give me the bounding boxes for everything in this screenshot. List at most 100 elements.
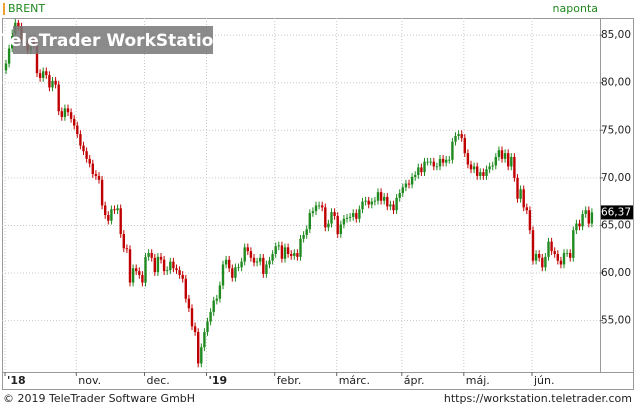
candle-body (333, 212, 336, 216)
candle-body (407, 183, 411, 185)
candle-body (531, 230, 535, 261)
candle-body (265, 264, 268, 274)
candle-body (209, 312, 212, 322)
candle-body (259, 257, 262, 262)
candles (4, 18, 594, 368)
candle-body (547, 241, 550, 257)
candle-body (277, 245, 280, 247)
candle-body (491, 165, 494, 167)
candle-body (569, 253, 572, 258)
series-marker (3, 3, 5, 15)
candle-body (336, 215, 339, 235)
candle-body (169, 261, 172, 271)
candle-body (516, 177, 519, 199)
candle-body (429, 161, 432, 163)
candle-body (327, 223, 330, 228)
candle-body (500, 150, 504, 159)
candle-body (100, 179, 104, 206)
candle-body (82, 145, 85, 152)
candle-body (218, 285, 222, 299)
candle-body (544, 256, 547, 268)
candle-body (234, 267, 237, 278)
candle-body (510, 156, 513, 167)
candle-body (398, 193, 401, 198)
candle-body (528, 210, 532, 231)
candle-body (435, 166, 439, 168)
y-axis-frame (600, 18, 634, 373)
candle-body (482, 172, 485, 176)
candle-body (445, 159, 448, 163)
candle-body (410, 176, 414, 185)
candle-body (200, 347, 203, 364)
candle-body (469, 164, 473, 170)
candle-body (184, 278, 187, 299)
candle-body (302, 234, 305, 239)
y-tick-label: 55,00 (601, 315, 631, 327)
candle-body (63, 108, 67, 117)
candle-body (454, 136, 457, 142)
candle-body (370, 201, 373, 205)
x-tick-label: febr. (277, 374, 302, 387)
candle-body (311, 211, 315, 214)
candle-body (147, 253, 150, 257)
x-axis-frame (2, 372, 634, 390)
candle-body (565, 253, 569, 254)
candle-body (525, 207, 528, 211)
candle-body (379, 192, 383, 201)
candle-body (54, 80, 57, 85)
footer-left: © 2019 TeleTrader Software GmbH (3, 392, 195, 405)
candle-body (159, 256, 163, 260)
candle-body (538, 254, 541, 258)
candle-body (175, 268, 178, 271)
candle-body (128, 249, 132, 283)
y-tick-label: 60,00 (601, 267, 631, 279)
candle-body (60, 111, 63, 117)
candle-body (497, 150, 501, 157)
candle-body (271, 254, 274, 261)
candle-body (476, 166, 479, 176)
candle-body (451, 141, 454, 160)
candle-body (541, 257, 544, 268)
candle-body (578, 223, 581, 227)
candle-body (386, 196, 389, 207)
y-tick-label: 85,00 (601, 29, 631, 41)
candle-body (339, 224, 342, 235)
candle-body (150, 253, 153, 258)
candle-body (485, 169, 488, 176)
candle-body (138, 271, 141, 275)
x-tick-label: nov. (78, 374, 101, 387)
x-tick-label: '19 (209, 374, 228, 387)
candle-body (119, 208, 122, 235)
candle-body (488, 166, 491, 170)
candle-body (503, 153, 507, 159)
candle-body (45, 71, 48, 76)
x-tick-label: '18 (7, 374, 26, 387)
candle-body (17, 22, 20, 27)
candle-body (299, 238, 302, 257)
y-tick-label: 65,00 (601, 219, 631, 231)
candle-body (420, 167, 423, 173)
candle-body (224, 259, 228, 265)
candle-body (153, 257, 156, 273)
candle-body (472, 166, 476, 170)
candle-body (135, 268, 138, 272)
candle-body (283, 247, 287, 259)
candle-body (358, 209, 361, 219)
candle-body (215, 298, 218, 301)
candle-body (342, 218, 346, 225)
candle-body (376, 192, 380, 201)
last-price-label: 66,37 (601, 206, 631, 218)
candle-body (581, 214, 584, 227)
candle-body (522, 189, 525, 208)
candle-body (559, 260, 563, 265)
candle-body (534, 254, 538, 261)
candle-body (330, 212, 333, 224)
candle-body (466, 153, 470, 165)
plot-frame (2, 18, 601, 373)
candle-body (79, 134, 82, 146)
candle-body (352, 213, 355, 217)
candle-body (7, 48, 11, 64)
candle-body (550, 241, 553, 252)
candle-body (181, 274, 184, 279)
